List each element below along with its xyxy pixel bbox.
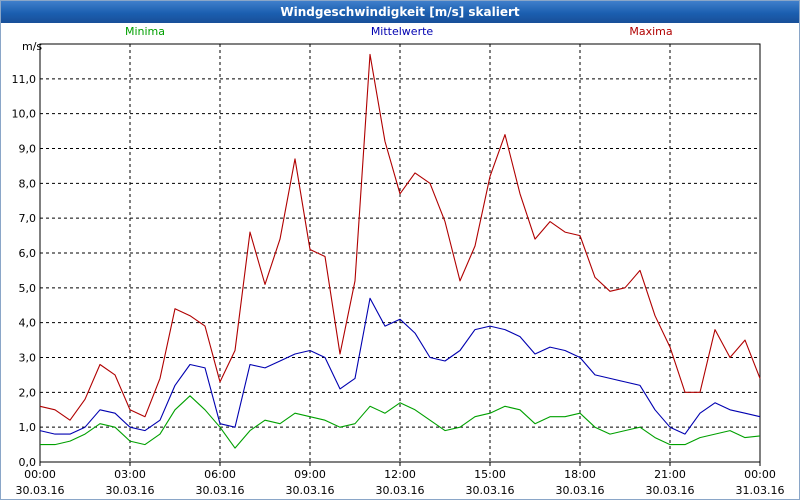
series-line-mittelwerte <box>39 297 761 435</box>
grid-lines <box>40 44 760 463</box>
y-tick-label: 2,0 <box>19 386 37 399</box>
series-line-maxima <box>39 53 761 421</box>
x-tick-date: 30.03.16 <box>466 484 515 497</box>
x-tick-time: 15:00 <box>474 468 506 481</box>
chart-title: Windgeschwindigkeit [m/s] skaliert <box>1 1 799 23</box>
data-series <box>39 53 761 449</box>
y-tick-label: 5,0 <box>19 282 37 295</box>
legend-minima: Minima <box>125 25 165 38</box>
x-tick-date: 30.03.16 <box>646 484 695 497</box>
y-tick-label: 8,0 <box>19 177 37 190</box>
x-tick-time: 18:00 <box>564 468 596 481</box>
x-tick-date: 30.03.16 <box>106 484 155 497</box>
y-tick-label: 11,0 <box>12 73 37 86</box>
x-tick-time: 09:00 <box>294 468 326 481</box>
y-axis-ticks: 0,0 1,0 2,0 3,0 4,0 5,0 6,0 7,0 8,0 9,0 10,0 11,0 <box>12 73 37 469</box>
x-tick-time: 12:00 <box>384 468 416 481</box>
x-tick-time: 06:00 <box>204 468 236 481</box>
x-tick-date: 30.03.16 <box>286 484 335 497</box>
x-tick-date: 31.03.16 <box>736 484 785 497</box>
y-tick-label: 7,0 <box>19 212 37 225</box>
x-tick-date: 30.03.16 <box>196 484 245 497</box>
legend-mittelwerte: Mittelwerte <box>371 25 434 38</box>
legend: Minima Mittelwerte Maxima <box>125 25 673 38</box>
x-tick-time: 00:00 <box>744 468 776 481</box>
y-tick-label: 1,0 <box>19 421 37 434</box>
x-tick-time: 03:00 <box>114 468 146 481</box>
x-tick-date: 30.03.16 <box>376 484 425 497</box>
y-tick-label: 4,0 <box>19 317 37 330</box>
x-axis-ticks: 00:00 30.03.16 03:00 30.03.16 06:00 30.03.16 0… <box>16 462 785 497</box>
x-tick-time: 00:00 <box>24 468 56 481</box>
series-line-minima <box>40 395 761 449</box>
y-tick-label: 3,0 <box>19 352 37 365</box>
legend-maxima: Maxima <box>629 25 672 38</box>
y-axis-unit-label: m/s <box>22 40 42 53</box>
y-tick-label: 0,0 <box>19 456 37 469</box>
y-tick-label: 10,0 <box>12 108 37 121</box>
y-tick-label: 6,0 <box>19 247 37 260</box>
x-tick-date: 30.03.16 <box>16 484 65 497</box>
y-tick-label: 9,0 <box>19 143 37 156</box>
x-tick-time: 21:00 <box>654 468 686 481</box>
x-tick-date: 30.03.16 <box>556 484 605 497</box>
